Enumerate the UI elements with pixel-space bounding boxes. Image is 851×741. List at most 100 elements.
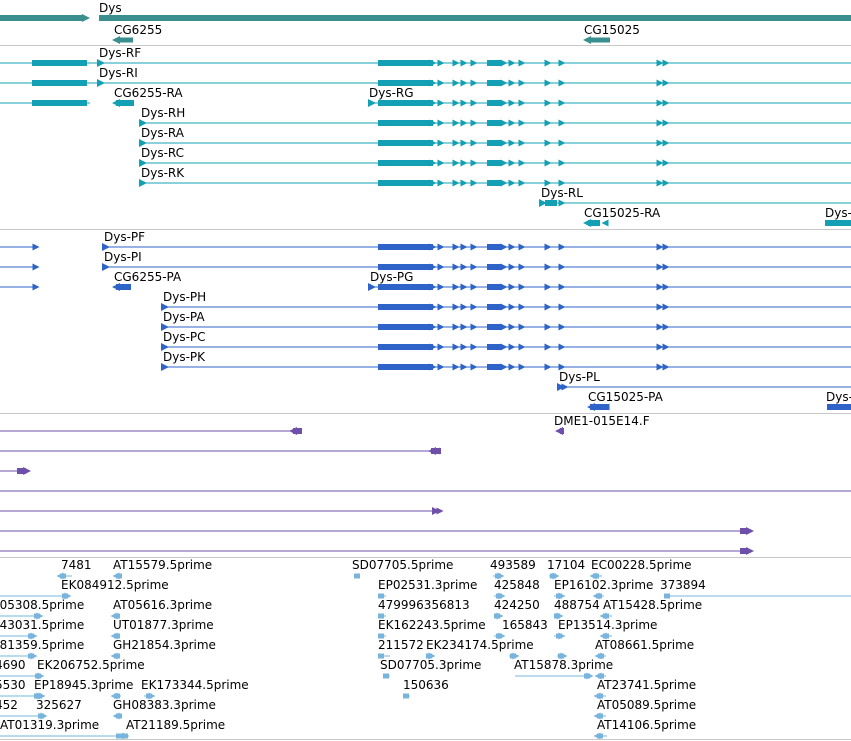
exon-arrow: [460, 363, 468, 371]
est-label[interactable]: SD07705.3prime: [380, 658, 482, 672]
est-label[interactable]: AT15878.3prime: [514, 658, 614, 672]
est-label[interactable]: AT21189.5prime: [126, 718, 226, 732]
protein-label[interactable]: Dys-PL: [559, 370, 600, 384]
est-label[interactable]: EC00228.5prime: [591, 558, 692, 572]
est-label[interactable]: 5530: [0, 678, 26, 692]
est-label[interactable]: 425848: [494, 578, 540, 592]
protein-label[interactable]: Dys-PI: [104, 250, 142, 264]
est-label[interactable]: AT01319.3prime: [0, 718, 100, 732]
est-label[interactable]: AT08661.5prime: [595, 638, 695, 652]
est-label[interactable]: AT15428.5prime: [603, 598, 703, 612]
est-label[interactable]: GH08383.3prime: [113, 698, 216, 712]
exon-arrow: [452, 263, 460, 271]
est-arrow: [560, 652, 568, 660]
est-label[interactable]: EP16102.3prime: [554, 578, 654, 592]
est-label[interactable]: EK173344.5prime: [141, 678, 249, 692]
exon-arrow: [544, 79, 552, 87]
protein-label[interactable]: CG15025-PA: [588, 390, 663, 404]
protein-label[interactable]: Dys-PC: [163, 330, 206, 344]
transcript-label[interactable]: Dys-RG: [369, 86, 414, 100]
protein-label[interactable]: Dys-PF: [104, 230, 146, 244]
transcript-label[interactable]: Dys-RC: [141, 146, 185, 160]
est-label[interactable]: 7481: [61, 558, 92, 572]
est-label[interactable]: 4690: [0, 658, 26, 672]
est-label[interactable]: 211572: [378, 638, 424, 652]
exon-block: [487, 284, 502, 290]
exon-arrow: [500, 79, 508, 87]
est-label[interactable]: 488754: [554, 598, 600, 612]
est-label[interactable]: EK206752.5prime: [37, 658, 145, 672]
est-label[interactable]: EK234174.5prime: [426, 638, 534, 652]
est-label[interactable]: 181359.5prime: [0, 638, 85, 652]
exon-arrow: [429, 59, 437, 67]
est-label[interactable]: 452: [0, 698, 18, 712]
exon-arrow: [656, 323, 664, 331]
est-label[interactable]: 373894: [660, 578, 706, 592]
exon-arrow: [500, 323, 508, 331]
est-label[interactable]: 305308.5prime: [0, 598, 85, 612]
strand-arrow: [112, 99, 120, 107]
exon-arrow: [558, 243, 566, 251]
est-label[interactable]: EK162243.5prime: [378, 618, 486, 632]
transcript-label[interactable]: CG6255-RA: [114, 86, 183, 100]
transcript-label[interactable]: CG15025-RA: [584, 206, 661, 220]
est-label[interactable]: AT05089.5prime: [597, 698, 697, 712]
est-label[interactable]: 479996356813: [378, 598, 470, 612]
est-label[interactable]: EP18945.3prime: [34, 678, 134, 692]
gene-label[interactable]: Dys: [99, 1, 122, 15]
est-arrow: [497, 572, 505, 580]
alignment-label[interactable]: DME1-015E14.F: [554, 414, 650, 428]
est-label[interactable]: EK084912.5prime: [61, 578, 169, 592]
transcript-label[interactable]: Dys-RL: [541, 186, 583, 200]
est-label[interactable]: 424250: [494, 598, 540, 612]
est-arrow: [552, 572, 560, 580]
exon-arrow: [460, 99, 468, 107]
protein-label[interactable]: Dys-PK: [163, 350, 206, 364]
est-label[interactable]: 325627: [36, 698, 82, 712]
est-arrow: [558, 592, 566, 600]
exon-arrow: [470, 243, 478, 251]
est-label[interactable]: SD07705.5prime: [352, 558, 454, 572]
est-label[interactable]: 143031.5prime: [0, 618, 85, 632]
transcript-label[interactable]: Dys-RF: [99, 46, 142, 60]
transcript-label[interactable]: Dys-RK: [141, 166, 185, 180]
protein-label[interactable]: CG6255-PA: [114, 270, 182, 284]
est-label[interactable]: 493589: [490, 558, 536, 572]
exon-arrow: [429, 363, 437, 371]
est-label[interactable]: GH21854.3prime: [113, 638, 216, 652]
exon-block: [487, 60, 502, 66]
exon-arrow: [518, 119, 526, 127]
est-label[interactable]: EP02531.3prime: [378, 578, 478, 592]
strand-arrow: [602, 403, 610, 411]
est-label[interactable]: EP13514.3prime: [558, 618, 658, 632]
est-label[interactable]: 150636: [403, 678, 449, 692]
exon-arrow: [508, 159, 516, 167]
est-label[interactable]: 165843: [502, 618, 548, 632]
transcript-label[interactable]: Dys-RA: [141, 126, 184, 140]
exon-arrow: [656, 343, 664, 351]
protein-label[interactable]: Dys-PG: [370, 270, 414, 284]
gene-arrow: [112, 36, 120, 44]
transcript-label[interactable]: Dys-RH: [141, 106, 186, 120]
protein-label[interactable]: Dys-: [826, 390, 851, 404]
protein-label[interactable]: Dys-PA: [163, 310, 205, 324]
strand-arrow: [428, 447, 436, 455]
transcript-label[interactable]: Dys-: [825, 206, 851, 220]
exon-block: [378, 180, 433, 186]
gene-label[interactable]: CG6255: [114, 23, 163, 37]
est-label[interactable]: AT14106.5prime: [597, 718, 697, 732]
est-label[interactable]: AT05616.3prime: [113, 598, 213, 612]
protein-label[interactable]: Dys-PH: [163, 290, 207, 304]
gene-bar: [588, 37, 610, 43]
est-arrow: [428, 652, 436, 660]
est-label[interactable]: AT23741.5prime: [597, 678, 697, 692]
est-label[interactable]: 17104: [547, 558, 586, 572]
gene-label[interactable]: CG15025: [584, 23, 640, 37]
exon-block: [825, 220, 851, 226]
est-label[interactable]: UT01877.3prime: [113, 618, 214, 632]
strand-arrow: [139, 119, 147, 127]
est-label[interactable]: AT15579.5prime: [113, 558, 213, 572]
exon-block: [487, 324, 502, 330]
exon-arrow: [437, 323, 445, 331]
transcript-label[interactable]: Dys-RI: [99, 66, 138, 80]
